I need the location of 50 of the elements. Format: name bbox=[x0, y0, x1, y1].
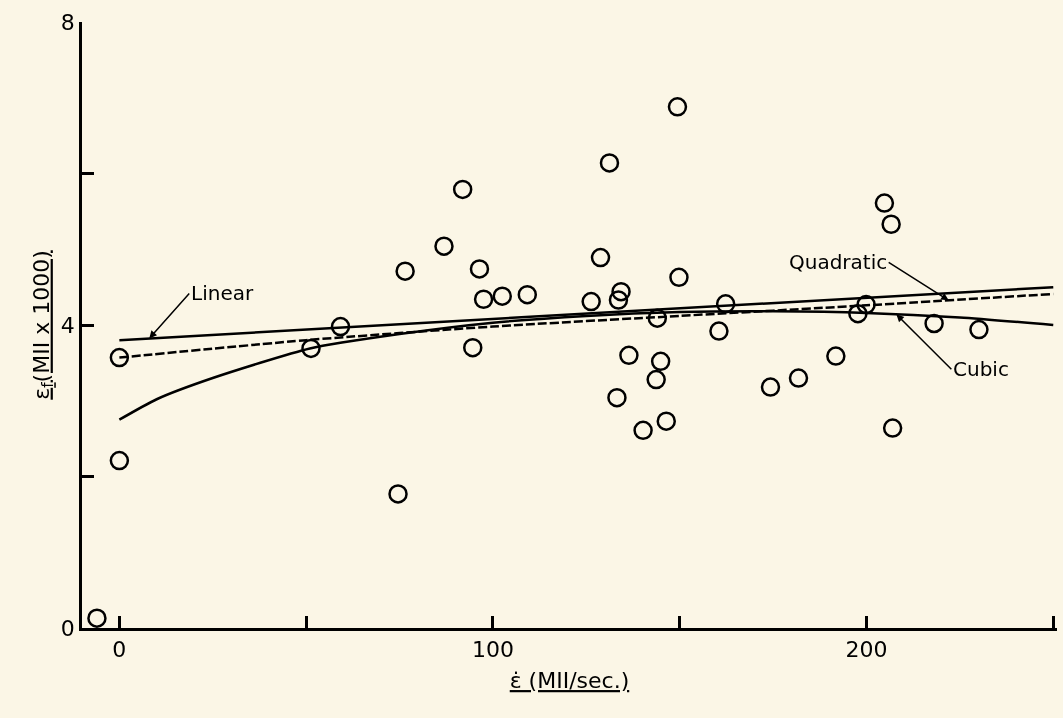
point bbox=[969, 319, 989, 340]
point bbox=[709, 321, 729, 341]
point bbox=[590, 247, 611, 268]
y-tick-label: 0 bbox=[60, 615, 75, 641]
y-tick-label: 8 bbox=[60, 9, 75, 35]
series-label: Cubic bbox=[953, 357, 1009, 381]
point bbox=[715, 294, 736, 314]
point bbox=[330, 316, 351, 337]
point bbox=[619, 345, 639, 366]
x-axis-title: ε̇ (MII/sec.) bbox=[509, 668, 630, 694]
point bbox=[646, 369, 666, 390]
point bbox=[881, 214, 901, 234]
point bbox=[633, 420, 653, 441]
point bbox=[452, 179, 473, 200]
point bbox=[608, 290, 629, 310]
point bbox=[848, 303, 868, 324]
point bbox=[599, 153, 620, 173]
point bbox=[473, 289, 494, 309]
point bbox=[87, 608, 107, 628]
point bbox=[826, 346, 846, 366]
point bbox=[856, 294, 876, 315]
point bbox=[647, 308, 668, 328]
point bbox=[656, 411, 676, 431]
point bbox=[109, 450, 130, 471]
series-label: Linear bbox=[191, 281, 254, 305]
point bbox=[874, 193, 895, 213]
point bbox=[395, 261, 415, 281]
point bbox=[788, 368, 809, 388]
point bbox=[882, 418, 903, 438]
series-label: Quadratic bbox=[789, 250, 888, 274]
point bbox=[517, 284, 538, 305]
x-tick-label: 100 bbox=[471, 637, 514, 663]
point bbox=[650, 351, 671, 372]
point bbox=[669, 267, 689, 288]
x-tick-label: 0 bbox=[112, 637, 127, 663]
x-tick-label: 200 bbox=[845, 637, 888, 663]
point bbox=[301, 338, 321, 359]
point bbox=[667, 97, 688, 117]
point bbox=[581, 291, 601, 312]
point bbox=[109, 347, 130, 368]
point bbox=[388, 484, 408, 504]
point bbox=[469, 259, 490, 279]
point bbox=[611, 281, 631, 302]
point bbox=[760, 377, 781, 397]
point bbox=[434, 236, 454, 256]
point bbox=[463, 337, 483, 358]
point bbox=[492, 286, 513, 306]
y-tick-label: 4 bbox=[60, 312, 75, 338]
point bbox=[607, 387, 627, 408]
point bbox=[924, 313, 944, 334]
